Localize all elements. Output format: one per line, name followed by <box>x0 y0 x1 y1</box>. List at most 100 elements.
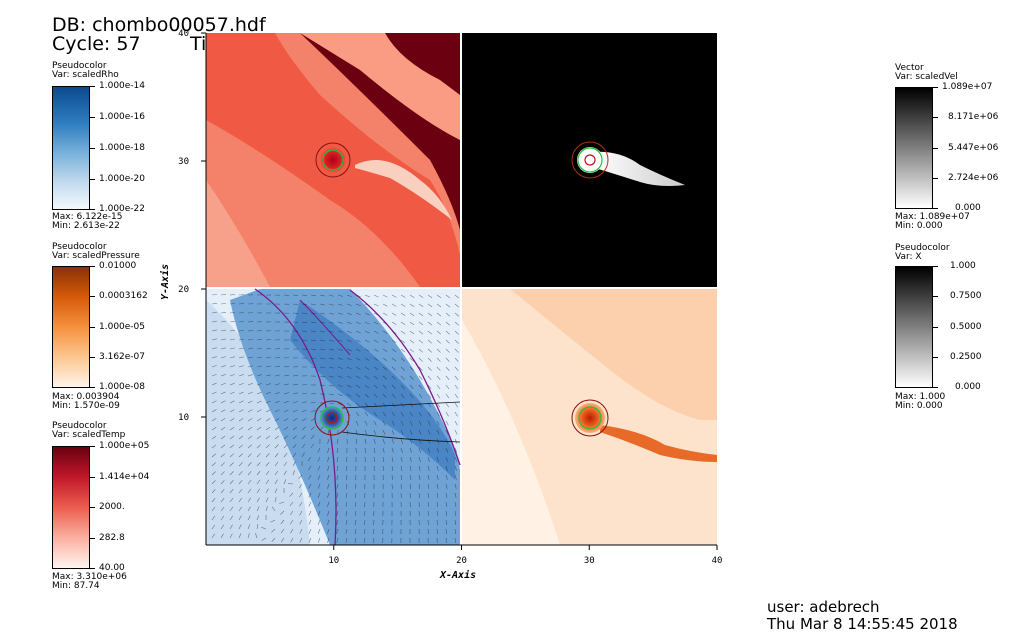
vector-arrow <box>445 312 451 317</box>
vector-arrow <box>229 471 234 476</box>
vector-arrow <box>238 426 244 431</box>
vector-arrow <box>327 438 330 444</box>
legend-tick <box>90 538 95 539</box>
vector-arrow <box>256 462 261 467</box>
vector-arrow <box>211 426 217 431</box>
vector-arrow <box>355 411 360 417</box>
vector-arrow <box>247 462 252 467</box>
legend-type: Vector <box>895 63 924 73</box>
vector-arrow <box>391 438 394 444</box>
vector-arrow <box>328 393 334 396</box>
vector-arrow <box>418 312 424 317</box>
vector-arrow <box>445 528 447 535</box>
vector-arrow <box>391 420 395 426</box>
vector-arrow <box>328 303 334 306</box>
vector-arrow <box>382 348 388 353</box>
contour-outer <box>571 141 609 179</box>
vector-arrow <box>427 294 433 299</box>
vector-arrow <box>288 483 294 485</box>
vector-arrow <box>274 418 280 422</box>
vector-arrow <box>229 391 235 395</box>
y-tick-label: 30 <box>178 157 189 167</box>
vector-arrow <box>436 321 442 326</box>
vector-arrow <box>454 294 460 299</box>
vector-arrow <box>337 348 343 351</box>
legend-tick-label: 1.000e-16 <box>99 112 146 122</box>
legend-tick-label: 1.000e-05 <box>99 322 146 332</box>
legend-var-x: Pseudocolor Var: X 1.000 0.7500 0.5000 0… <box>895 244 1020 414</box>
vector-arrow <box>274 435 279 440</box>
vector-arrow <box>256 479 261 485</box>
vector-arrow <box>418 339 424 344</box>
vector-arrow <box>454 429 458 435</box>
vector-arrow <box>301 443 306 449</box>
vector-field <box>211 294 460 544</box>
legend-tick <box>933 178 938 179</box>
vector-arrow <box>256 453 261 458</box>
legend-tick <box>933 266 938 267</box>
vector-arrow <box>337 375 343 378</box>
vector-arrow <box>336 456 339 462</box>
vector-arrow <box>229 453 234 458</box>
vector-arrow <box>299 519 303 525</box>
vector-arrow <box>418 465 421 471</box>
vector-arrow <box>400 294 406 298</box>
vector-arrow <box>418 411 422 417</box>
x-tick-label: 10 <box>328 556 339 566</box>
vector-arrow <box>229 374 235 377</box>
vector-arrow <box>229 320 235 323</box>
vector-arrow <box>454 411 458 417</box>
legend-tick-label: 2.724e+06 <box>948 173 999 183</box>
vector-arrow <box>454 528 456 534</box>
vector-arrow <box>364 330 370 334</box>
contour-green <box>578 406 602 430</box>
legend-max: Max: 3.310e+06 <box>52 572 127 582</box>
vector-arrow <box>364 384 370 389</box>
vector-arrow <box>391 429 395 435</box>
vector-arrow <box>427 456 430 462</box>
vector-arrow <box>301 452 305 458</box>
vector-arrow <box>382 339 388 343</box>
vector-arrow <box>319 339 325 342</box>
vector-arrow <box>211 373 217 377</box>
vector-arrow <box>391 447 394 453</box>
vector-arrow <box>345 501 348 507</box>
vector-arrow <box>454 456 458 462</box>
vector-arrow <box>355 402 360 407</box>
vector-arrow <box>299 510 303 516</box>
vector-arrow <box>274 453 279 458</box>
vector-arrow <box>301 384 308 386</box>
vector-arrow <box>238 329 244 332</box>
vector-arrow <box>229 356 235 359</box>
vector-arrow <box>265 470 270 476</box>
vector-arrow <box>238 462 243 467</box>
contour-purple <box>254 288 337 546</box>
vector-arrow <box>436 375 441 381</box>
vector-arrow <box>436 501 439 507</box>
legend-tick <box>90 179 95 180</box>
legend-tick <box>90 507 95 508</box>
vector-arrow <box>310 339 316 341</box>
legend-tick <box>90 117 95 118</box>
vector-arrow <box>310 303 316 306</box>
vector-arrow <box>319 294 325 297</box>
legend-type: Pseudocolor <box>52 242 107 252</box>
scalar-tail <box>592 151 685 186</box>
vector-arrow <box>337 357 343 360</box>
vector-arrow <box>211 409 217 413</box>
vector-arrow <box>317 537 321 543</box>
vector-arrow <box>211 471 216 476</box>
vector-arrow <box>272 506 276 512</box>
vector-arrow <box>292 383 298 386</box>
vector-arrow <box>400 348 406 353</box>
vector-arrow <box>238 391 244 395</box>
vector-arrow <box>247 488 252 494</box>
legend-tick-label: 1.000 <box>950 261 976 271</box>
vector-arrow <box>337 339 343 342</box>
vector-arrow <box>427 375 432 380</box>
vector-arrow <box>454 375 459 381</box>
vector-arrow <box>220 311 226 314</box>
vector-arrow <box>364 438 367 444</box>
vector-arrow <box>247 497 251 503</box>
vector-arrow <box>409 429 413 435</box>
